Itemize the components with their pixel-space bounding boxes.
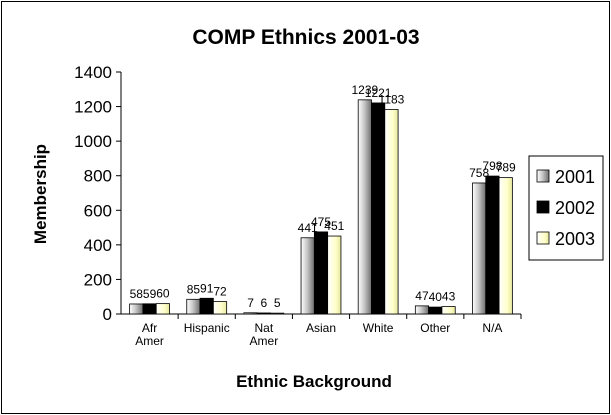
data-label-2001: 58 <box>130 287 144 301</box>
data-label-2002: 475 <box>311 215 331 229</box>
data-label-2001: 441 <box>298 221 318 235</box>
bar-2003 <box>212 301 228 315</box>
x-tick-label: Amer <box>250 334 279 348</box>
bar-2003 <box>498 177 513 315</box>
data-label-2001: 47 <box>415 289 429 303</box>
legend-swatch-2002 <box>536 200 550 214</box>
y-tick-label: 200 <box>84 270 112 289</box>
chart-title: COMP Ethnics 2001-03 <box>192 26 419 49</box>
bar-2002 <box>256 312 271 315</box>
data-label-2002: 59 <box>143 287 157 301</box>
legend-label-2001: 2001 <box>555 167 595 187</box>
y-axis-title: Membership <box>31 144 50 244</box>
legend-swatch-2003 <box>536 231 550 245</box>
bar-2001 <box>414 305 430 315</box>
data-label-2001: 7 <box>247 296 254 310</box>
x-tick-label: Afr <box>142 321 157 335</box>
x-tick-label: Asian <box>306 321 336 335</box>
data-label-2002: 6 <box>261 296 268 310</box>
data-label-2002: 91 <box>200 281 214 295</box>
data-label-2003: 789 <box>496 161 516 175</box>
data-label-2003: 60 <box>156 287 170 301</box>
y-tick-label: 400 <box>84 236 112 255</box>
x-tick-label: Nat <box>255 321 274 335</box>
bar-2003 <box>270 312 285 315</box>
bar-2001 <box>300 237 315 315</box>
bar-2002 <box>199 297 214 315</box>
data-label-2003: 451 <box>324 219 344 233</box>
bar-2003 <box>441 306 456 315</box>
data-label-2001: 758 <box>469 166 489 180</box>
data-label-2003: 1183 <box>379 93 405 107</box>
legend-label-2002: 2002 <box>555 198 595 218</box>
x-tick-label: Other <box>420 321 450 335</box>
x-tick-label: Hispanic <box>184 321 230 335</box>
data-label-2002: 1221 <box>365 86 392 100</box>
y-tick-label: 0 <box>103 305 112 324</box>
y-tick-label: 800 <box>84 167 112 186</box>
y-tick-label: 1000 <box>74 132 112 151</box>
x-tick-label: White <box>363 321 394 335</box>
x-axis-title: Ethnic Background <box>236 372 392 391</box>
bar-2003 <box>327 235 342 315</box>
bar-2001 <box>186 298 201 315</box>
x-tick-label: Amer <box>135 334 164 348</box>
data-label-2003: 72 <box>213 285 227 299</box>
y-tick-label: 1400 <box>74 63 112 82</box>
bar-2002 <box>371 102 386 315</box>
y-tick-label: 1200 <box>74 98 112 117</box>
data-label-2001: 1239 <box>351 83 378 97</box>
bar-2003 <box>384 109 399 315</box>
bar-2001 <box>243 312 258 315</box>
data-label-2002: 798 <box>482 159 502 173</box>
data-label-2003: 5 <box>274 296 281 310</box>
bar-2001 <box>129 303 144 315</box>
bar-2001 <box>472 182 487 315</box>
legend: 2001 2002 2003 <box>528 155 604 261</box>
x-tick-label: N/A <box>482 321 502 335</box>
bar-2002 <box>485 175 500 315</box>
y-tick-label: 600 <box>84 201 112 220</box>
bar-2002 <box>313 231 329 315</box>
data-label-2001: 85 <box>187 282 201 296</box>
bar-2002 <box>142 303 157 315</box>
bar-2001 <box>357 99 372 315</box>
legend-swatch-2001 <box>536 169 550 183</box>
data-label-2002: 40 <box>429 290 443 304</box>
bar-2002 <box>428 306 443 315</box>
bar-2003 <box>155 303 170 315</box>
data-label-2003: 43 <box>442 290 456 304</box>
legend-label-2003: 2003 <box>555 229 595 249</box>
